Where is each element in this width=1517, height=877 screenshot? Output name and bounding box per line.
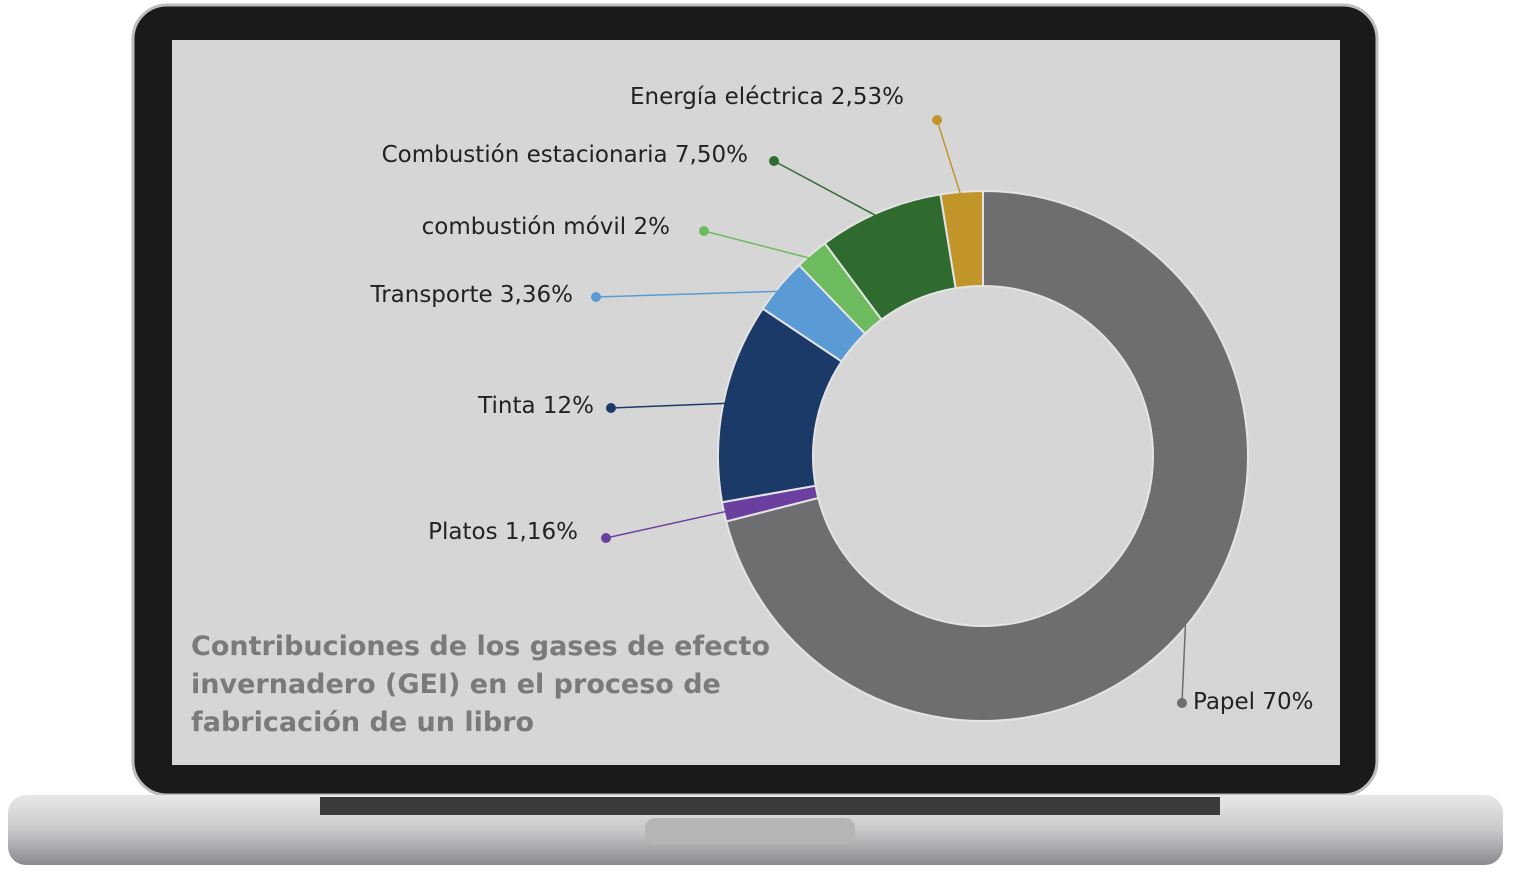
leader-dot [601,533,611,543]
trackpad-notch [645,818,855,844]
page: Papel 70% Platos 1,16% Tinta 12% Transporte… [0,0,1517,877]
chart: Papel 70% Platos 1,16% Tinta 12% Transporte… [0,0,1517,877]
slice-label: Platos 1,16% [428,519,578,545]
slice-value: 12% [543,393,594,419]
leader-dot [606,403,616,413]
slice-label: Tinta 12% [477,393,594,419]
slice-label: Papel 70% [1193,689,1314,715]
slice-name: combustión móvil [422,214,627,240]
slice-name: Tinta [477,393,535,419]
leader-dot [591,292,601,302]
slice-name: Combustión estacionaria [382,142,668,168]
slice-value: 7,50% [675,142,748,168]
slice-value: 3,36% [500,282,573,308]
slice-value: 2,53% [831,84,904,110]
slice-label: combustión móvil 2% [422,214,670,240]
leader-dot [699,226,709,236]
slice-name: Transporte [370,282,493,308]
chart-title: Contribuciones de los gases de efecto in… [191,628,791,742]
leader-dot [932,115,942,125]
slice-name: Papel [1193,689,1255,715]
slice-name: Platos [428,519,497,545]
keyboard-edge [320,797,1220,815]
slice-value: 1,16% [505,519,578,545]
slice-label: Combustión estacionaria 7,50% [382,142,748,168]
slice-value: 2% [634,214,671,240]
leader-dot [1177,698,1187,708]
leader-dot [769,156,779,166]
slice-name: Energía eléctrica [630,84,824,110]
slice-label: Energía eléctrica 2,53% [630,84,904,110]
slice-value: 70% [1262,689,1313,715]
slice-label: Transporte 3,36% [370,282,573,308]
